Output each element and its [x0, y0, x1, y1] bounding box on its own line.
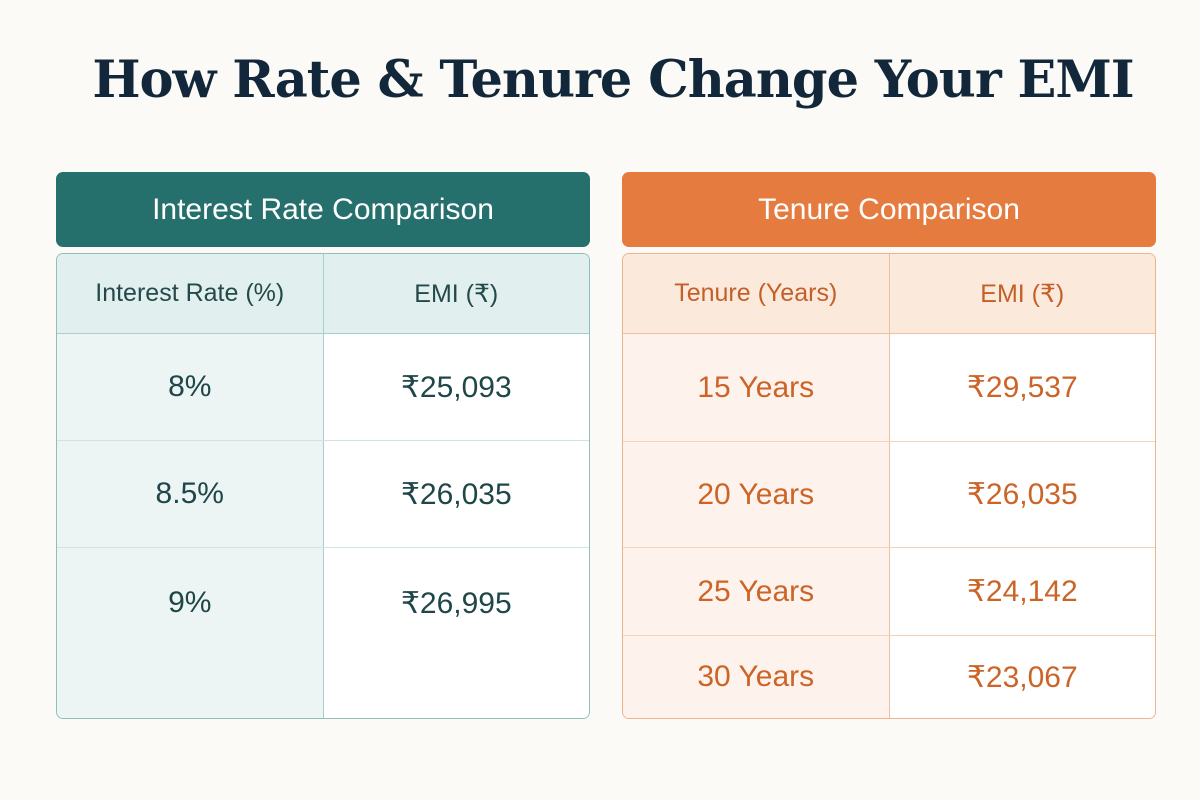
column-header-interest-rate: Interest Rate (%) [57, 254, 324, 333]
interest-rate-header: Interest Rate Comparison [56, 172, 590, 247]
emi-cell: ₹23,067 [889, 636, 1155, 718]
page-title: How Rate & Tenure Change Your EMI [92, 50, 1134, 110]
column-header-tenure: Tenure (Years) [623, 254, 890, 333]
tenure-cell: 15 Years [623, 334, 890, 441]
column-header-emi: EMI (₹) [980, 279, 1065, 308]
table-header-row: Interest Rate (%) EMI (₹) [57, 254, 589, 334]
table-row: 8.5% ₹26,035 [57, 441, 589, 548]
rate-cell: 8.5% [57, 441, 324, 547]
tenure-panel: Tenure Comparison Tenure (Years) EMI (₹)… [622, 172, 1156, 719]
rate-cell: 9% [57, 548, 324, 718]
emi-cell: ₹26,035 [889, 442, 1155, 547]
emi-cell: ₹29,537 [889, 334, 1155, 441]
emi-cell: ₹25,093 [323, 334, 589, 440]
emi-cell: ₹26,995 [323, 548, 589, 718]
rate-cell: 8% [57, 334, 324, 440]
table-row: 8% ₹25,093 [57, 334, 589, 441]
emi-cell: ₹24,142 [889, 548, 1155, 635]
table-row: 25 Years ₹24,142 [623, 548, 1155, 636]
table-row: 30 Years ₹23,067 [623, 636, 1155, 718]
tenure-cell: 30 Years [623, 636, 890, 718]
tenure-cell: 20 Years [623, 442, 890, 547]
tenure-cell: 25 Years [623, 548, 890, 635]
table-row: 15 Years ₹29,537 [623, 334, 1155, 442]
tenure-header: Tenure Comparison [622, 172, 1156, 247]
interest-rate-panel: Interest Rate Comparison Interest Rate (… [56, 172, 590, 719]
tenure-table: Tenure (Years) EMI (₹) 15 Years ₹29,537 … [622, 253, 1156, 719]
emi-cell: ₹26,035 [323, 441, 589, 547]
table-header-row: Tenure (Years) EMI (₹) [623, 254, 1155, 334]
table-row: 9% ₹26,995 [57, 548, 589, 718]
interest-rate-table: Interest Rate (%) EMI (₹) 8% ₹25,093 8.5… [56, 253, 590, 719]
column-header-emi: EMI (₹) [414, 279, 499, 308]
table-row: 20 Years ₹26,035 [623, 442, 1155, 548]
